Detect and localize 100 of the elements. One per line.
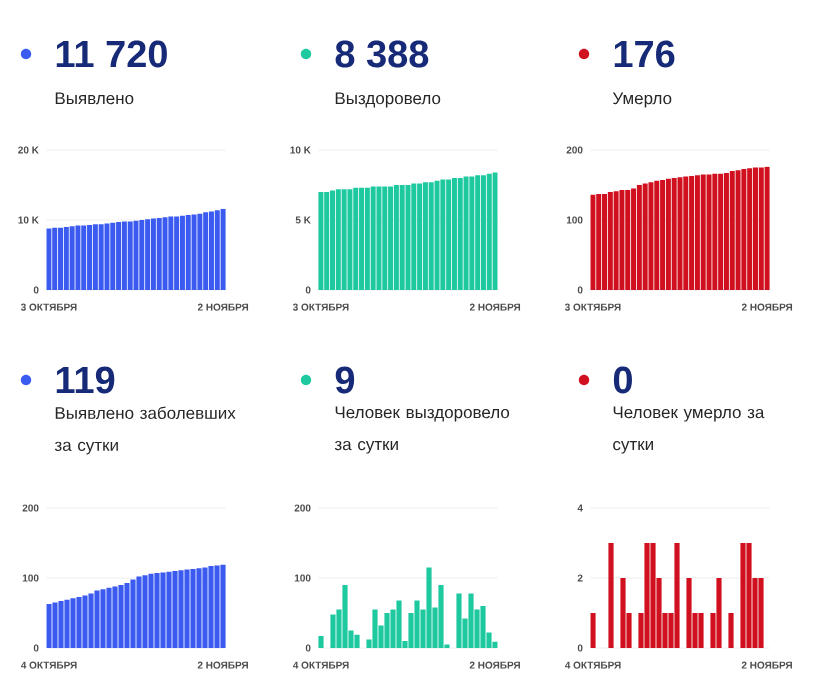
bar	[324, 192, 330, 290]
bar	[70, 598, 76, 648]
bar	[428, 182, 434, 290]
bar	[648, 182, 654, 290]
bar	[376, 186, 382, 290]
bar	[330, 190, 336, 290]
bar	[69, 226, 75, 290]
bar	[446, 179, 452, 290]
bar	[596, 194, 602, 290]
bar	[174, 216, 180, 290]
bar	[136, 576, 142, 648]
bar	[168, 216, 174, 290]
bar	[718, 173, 724, 290]
bar	[160, 572, 166, 648]
bar	[706, 174, 712, 290]
bar	[100, 589, 106, 648]
bar	[81, 225, 87, 290]
bar	[88, 593, 94, 648]
chart-title: 119	[56, 366, 115, 394]
bar	[87, 224, 93, 290]
chart-title: 0	[613, 366, 632, 394]
bar	[451, 178, 457, 290]
bar	[698, 613, 704, 648]
bar	[683, 176, 689, 290]
bar	[318, 636, 324, 648]
chart-title: 9	[335, 366, 355, 394]
bar	[318, 192, 324, 290]
bar	[166, 571, 172, 648]
bar	[116, 222, 122, 290]
bar	[127, 221, 133, 290]
bar	[456, 593, 462, 648]
chart-title: 11 720	[56, 40, 167, 68]
bar	[411, 183, 417, 290]
bar	[729, 171, 735, 290]
bar	[58, 227, 64, 290]
bar	[438, 585, 444, 648]
bar	[689, 175, 695, 290]
bar	[631, 188, 637, 290]
bar	[602, 194, 608, 290]
bar	[422, 182, 428, 290]
bar	[124, 582, 130, 648]
bar	[142, 575, 148, 648]
bar	[104, 223, 110, 290]
bar	[150, 218, 156, 290]
bar	[92, 224, 98, 290]
bar	[741, 168, 747, 290]
bar	[613, 191, 619, 290]
chart-subtitle: Умерло	[612, 92, 672, 108]
bar	[463, 176, 469, 290]
bar	[353, 187, 359, 290]
bar	[64, 599, 70, 648]
bar	[154, 573, 160, 648]
bar	[46, 603, 52, 648]
bar	[492, 641, 498, 648]
bar	[172, 571, 178, 648]
bar	[393, 185, 399, 290]
bar	[191, 214, 197, 290]
bar	[372, 609, 378, 648]
bar	[335, 189, 341, 290]
bar	[625, 189, 631, 290]
bar	[203, 212, 209, 290]
bar	[468, 593, 474, 648]
bar	[139, 220, 145, 290]
bar	[341, 189, 347, 290]
bar	[145, 219, 151, 290]
bar	[712, 173, 718, 290]
bar	[208, 211, 214, 290]
bar	[384, 613, 390, 648]
bar	[607, 192, 613, 290]
bar	[178, 570, 184, 648]
bar	[63, 227, 69, 290]
bar	[480, 175, 486, 290]
bar	[735, 170, 741, 290]
bar	[106, 587, 112, 648]
bar	[76, 596, 82, 648]
bar	[202, 567, 208, 648]
bar	[112, 586, 118, 648]
bar	[660, 180, 666, 290]
bar	[746, 543, 752, 648]
chart-subtitle: Выявлено	[55, 92, 134, 105]
bar	[665, 178, 671, 290]
bar	[52, 602, 58, 648]
bar	[644, 543, 650, 648]
bar	[75, 225, 81, 290]
bar	[214, 210, 220, 290]
bar	[486, 173, 492, 290]
bar	[364, 187, 370, 290]
bar	[382, 186, 388, 290]
bar	[694, 175, 700, 290]
bar	[642, 183, 648, 290]
chart-subtitle: Выздоровело	[335, 92, 441, 108]
bar	[723, 173, 729, 290]
bar	[752, 167, 758, 290]
chart-title: 8 388	[335, 40, 429, 68]
bar	[359, 187, 365, 290]
chart-subtitle: Человек выздоровело за сутки	[334, 406, 510, 454]
bar	[185, 215, 191, 290]
bar	[434, 180, 440, 290]
bar	[52, 227, 58, 290]
bar	[417, 183, 423, 290]
